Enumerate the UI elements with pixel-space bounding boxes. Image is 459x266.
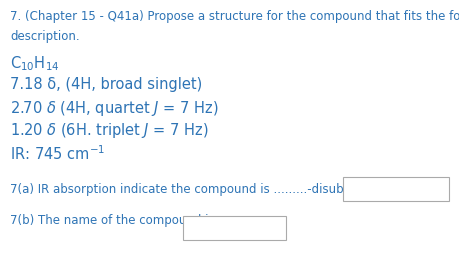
FancyBboxPatch shape [342,177,448,201]
Text: 7(a) IR absorption indicate the compound is .........-disubstituted =: 7(a) IR absorption indicate the compound… [10,182,403,196]
FancyBboxPatch shape [182,217,285,240]
Text: IR: 745 cm$^{-1}$: IR: 745 cm$^{-1}$ [10,144,105,163]
Text: C$_{10}$H$_{14}$: C$_{10}$H$_{14}$ [10,55,59,73]
Text: 7.18 δ, (4H, broad singlet): 7.18 δ, (4H, broad singlet) [10,77,202,92]
Text: 2.70 $\delta$ (4H, quartet $\it{J}$ = 7 Hz): 2.70 $\delta$ (4H, quartet $\it{J}$ = 7 … [10,99,218,118]
Text: 7(b) The name of the compound is =: 7(b) The name of the compound is = [10,214,228,227]
Text: 7. (Chapter 15 - Q41a) Propose a structure for the compound that fits the follow: 7. (Chapter 15 - Q41a) Propose a structu… [10,10,459,23]
Text: 1.20 $\delta$ (6H. triplet $\it{J}$ = 7 Hz): 1.20 $\delta$ (6H. triplet $\it{J}$ = 7 … [10,121,208,140]
Text: description.: description. [10,30,79,43]
